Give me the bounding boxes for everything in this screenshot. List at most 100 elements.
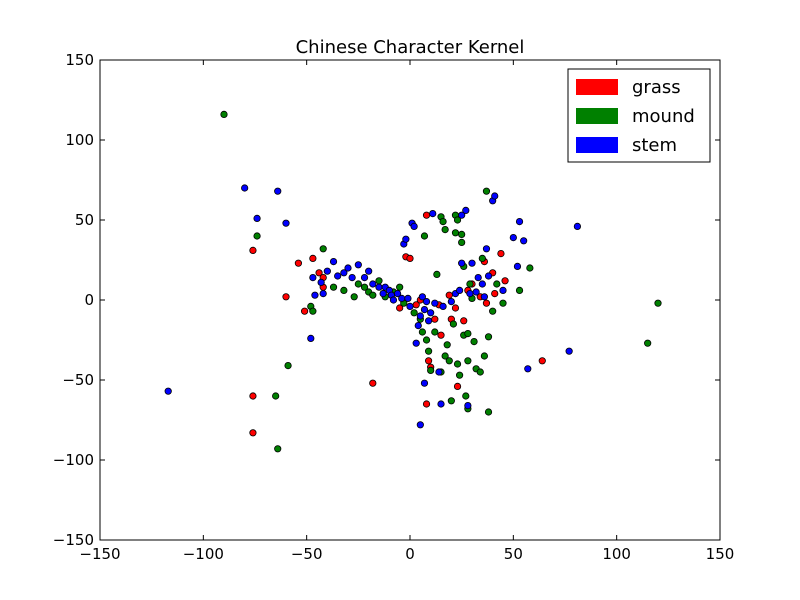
- data-point-stem: [375, 283, 383, 291]
- data-point-mound: [433, 270, 441, 278]
- data-point-stem: [329, 257, 338, 266]
- data-point-mound: [499, 299, 507, 307]
- data-point-stem: [509, 234, 517, 242]
- data-point-stem: [334, 272, 342, 280]
- data-point-mound: [431, 328, 439, 336]
- data-point-stem: [484, 272, 493, 280]
- data-point-stem: [393, 289, 402, 298]
- data-point-mound: [480, 352, 488, 360]
- data-point-grass: [453, 382, 462, 390]
- data-point-grass: [369, 379, 377, 387]
- y-tick-label: 0: [84, 291, 94, 309]
- data-point-stem: [466, 289, 474, 298]
- y-tick-label: 150: [65, 51, 94, 69]
- data-point-mound: [484, 333, 493, 341]
- x-tick-label: −150: [79, 545, 120, 563]
- x-tick-label: −50: [291, 545, 323, 563]
- data-point-grass: [538, 357, 546, 365]
- data-point-mound: [449, 320, 457, 328]
- data-point-grass: [445, 291, 453, 299]
- data-point-stem: [402, 235, 410, 243]
- data-point-grass: [249, 246, 257, 254]
- data-point-mound: [354, 280, 362, 288]
- data-point-mound: [410, 309, 418, 317]
- data-point-mound: [360, 283, 369, 291]
- data-point-grass: [422, 211, 431, 219]
- data-point-mound: [309, 307, 317, 315]
- data-point-stem: [241, 184, 249, 192]
- data-point-mound: [272, 392, 280, 400]
- data-point-grass: [249, 429, 257, 437]
- data-point-mound: [375, 277, 383, 285]
- legend-swatch-mound: [576, 108, 618, 124]
- data-point-stem: [307, 334, 315, 342]
- data-point-mound: [458, 238, 466, 246]
- data-point-mound: [447, 397, 455, 405]
- data-point-stem: [398, 294, 406, 302]
- data-point-mound: [424, 347, 433, 355]
- data-point-mound: [329, 283, 338, 291]
- data-point-stem: [412, 339, 420, 347]
- data-point-mound: [445, 357, 453, 365]
- data-point-stem: [424, 317, 433, 325]
- data-point-mound: [441, 352, 449, 360]
- data-point-stem: [317, 278, 325, 286]
- data-point-stem: [406, 302, 414, 310]
- data-point-grass: [406, 254, 414, 262]
- data-point-stem: [311, 291, 319, 299]
- chart-title: Chinese Character Kernel: [296, 37, 525, 58]
- data-point-grass: [431, 315, 439, 323]
- y-tick-label: −150: [53, 531, 94, 549]
- data-point-mound: [350, 293, 358, 301]
- data-point-stem: [499, 286, 507, 294]
- data-point-mound: [396, 283, 404, 291]
- legend: grass mound stem: [567, 68, 711, 163]
- data-point-stem: [474, 273, 482, 282]
- data-point-stem: [435, 368, 443, 376]
- data-point-grass: [249, 392, 257, 400]
- data-point-stem: [458, 259, 466, 267]
- data-point-stem: [348, 273, 356, 282]
- data-point-mound: [253, 232, 261, 240]
- data-point-mound: [369, 291, 377, 299]
- data-point-mound: [462, 392, 470, 400]
- data-point-mound: [526, 264, 534, 272]
- data-point-stem: [427, 309, 435, 317]
- data-point-stem: [420, 379, 429, 387]
- data-point-grass: [282, 293, 290, 301]
- data-point-stem: [462, 206, 470, 214]
- y-tick-label: 100: [65, 131, 94, 149]
- data-point-stem: [282, 219, 290, 227]
- data-point-mound: [422, 336, 431, 344]
- data-point-stem: [274, 187, 282, 195]
- data-point-mound: [439, 218, 447, 226]
- data-point-stem: [416, 421, 424, 429]
- data-point-stem: [431, 299, 439, 307]
- legend-label-stem: stem: [632, 135, 677, 156]
- legend-swatch-grass: [576, 79, 618, 95]
- data-point-stem: [472, 288, 480, 296]
- data-point-stem: [439, 302, 447, 310]
- data-point-grass: [501, 277, 509, 285]
- data-point-stem: [414, 321, 422, 330]
- legend-label-grass: grass: [632, 77, 681, 98]
- data-point-mound: [443, 341, 451, 349]
- data-point-grass: [315, 269, 323, 277]
- data-points: [164, 110, 662, 453]
- data-point-stem: [513, 262, 522, 270]
- y-tick-label: −50: [62, 371, 94, 389]
- data-point-mound: [274, 445, 282, 453]
- y-tick-label: −100: [53, 451, 94, 469]
- data-point-stem: [379, 289, 387, 298]
- data-point-mound: [476, 368, 484, 376]
- data-point-stem: [404, 294, 412, 302]
- legend-swatch-stem: [576, 137, 618, 153]
- axis-ticks: −150 −100 −50 0 50 100 150 −150 −100 −50 0 50 100 150: [53, 51, 735, 563]
- data-point-stem: [458, 211, 466, 219]
- data-point-stem: [468, 259, 476, 267]
- data-point-mound: [489, 307, 497, 315]
- data-point-grass: [309, 254, 317, 262]
- data-point-stem: [365, 267, 373, 275]
- data-point-stem: [437, 400, 445, 408]
- data-point-stem: [253, 214, 261, 222]
